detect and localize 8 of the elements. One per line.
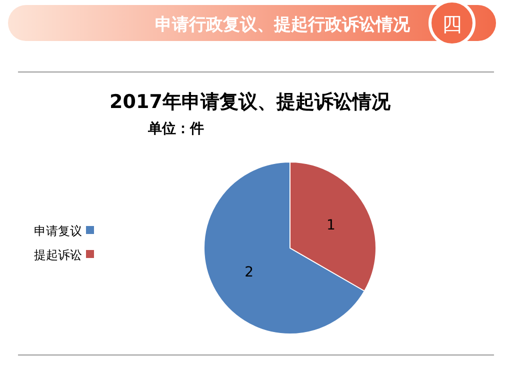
text: 申请行政复议、提起行政诉讼情况 — [155, 15, 411, 35]
data-label: 1 — [326, 217, 336, 234]
chart-subtitle: 单位：件 — [147, 121, 204, 137]
chart-title: 2017年申请复议、提起诉讼情况 — [110, 91, 392, 113]
legend-label: 申请复议 — [34, 224, 82, 238]
data-label: 2 — [244, 264, 254, 281]
legend-label: 提起诉讼 — [34, 248, 82, 262]
text: 四 — [442, 12, 462, 36]
